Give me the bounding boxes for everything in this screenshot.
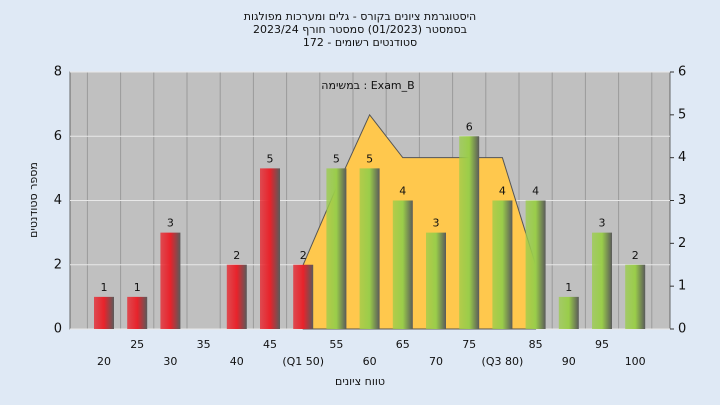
x-tick-label: 55 [329, 338, 343, 351]
bar [160, 232, 181, 329]
x-tick-label: 100 [625, 355, 646, 368]
y2-tick-label: 3 [678, 193, 686, 208]
bar [392, 200, 413, 329]
y-tick-label: 6 [54, 129, 62, 144]
bar [127, 296, 148, 329]
data-label: 6 [466, 120, 473, 133]
bar [525, 200, 546, 329]
data-label: 3 [599, 217, 606, 230]
bar [226, 264, 247, 329]
x-tick-label: (Q1 50) [282, 355, 324, 368]
data-label: 2 [233, 249, 240, 262]
bar [492, 200, 513, 329]
y2-tick-label: 2 [678, 236, 686, 251]
bar [359, 168, 380, 329]
y-tick-label: 2 [54, 257, 62, 272]
bar [625, 264, 646, 329]
x-tick-label: 25 [130, 338, 144, 351]
data-label: 4 [532, 185, 539, 198]
y2-tick-label: 1 [678, 279, 686, 294]
x-tick-label: 85 [529, 338, 543, 351]
data-label: 3 [433, 217, 440, 230]
bar [326, 168, 347, 329]
data-label: 4 [499, 185, 506, 198]
x-axis-label: טווח ציונים [335, 375, 385, 388]
x-tick-label: 65 [396, 338, 410, 351]
chart-subtitle: בסמסטר (01/2023) סמסטר חורף 2023/24 [253, 23, 467, 36]
y2-tick-label: 4 [678, 150, 686, 165]
bar [94, 296, 114, 329]
y-tick-label: 8 [54, 65, 62, 80]
data-label: 2 [632, 249, 639, 262]
y2-tick-label: 5 [678, 107, 686, 122]
chart-subtitle: סטודנטים רשומים - 172 [303, 36, 417, 49]
x-tick-label: 40 [230, 355, 244, 368]
bar [592, 232, 612, 329]
bar [558, 296, 579, 329]
x-tick-label: 30 [163, 355, 177, 368]
x-tick-label: 45 [263, 338, 277, 351]
data-label: 5 [267, 152, 274, 165]
x-tick-label: 75 [462, 338, 476, 351]
y2-tick-label: 6 [678, 65, 686, 80]
bar [426, 232, 446, 329]
bar [293, 264, 314, 329]
y-tick-label: 4 [54, 193, 62, 208]
bar [459, 136, 480, 329]
x-tick-label: 20 [97, 355, 111, 368]
data-label: 2 [300, 249, 307, 262]
x-tick-label: 35 [197, 338, 211, 351]
data-label: 1 [101, 281, 108, 294]
data-label: 4 [399, 185, 406, 198]
chart-title: היסטוגרמת ציונים בקורס - גלים ומערכות מפ… [244, 10, 476, 23]
y-tick-label: 0 [54, 322, 62, 337]
data-label: 1 [565, 281, 572, 294]
x-tick-label: 90 [562, 355, 576, 368]
y2-tick-label: 0 [678, 322, 686, 337]
x-tick-label: 60 [363, 355, 377, 368]
annotation: במשימה : Exam_B [321, 79, 414, 92]
data-label: 3 [167, 217, 174, 230]
x-tick-label: 95 [595, 338, 609, 351]
data-label: 1 [134, 281, 141, 294]
y-axis-label: מספר סטודנטים [27, 162, 40, 238]
x-tick-label: 70 [429, 355, 443, 368]
data-label: 5 [366, 152, 373, 165]
data-label: 5 [333, 152, 340, 165]
x-tick-label: (Q3 80) [482, 355, 524, 368]
bar [260, 168, 280, 329]
